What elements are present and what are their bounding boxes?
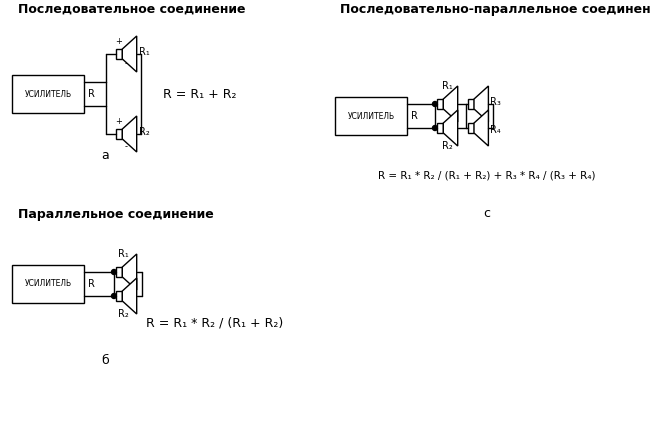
Bar	[116, 291, 122, 301]
Bar	[12, 265, 84, 303]
Text: R₁: R₁	[138, 47, 150, 57]
Text: +: +	[116, 117, 122, 126]
Text: R: R	[411, 111, 418, 121]
Polygon shape	[122, 116, 136, 152]
Circle shape	[112, 294, 116, 299]
Text: R: R	[88, 279, 95, 289]
Bar	[437, 123, 443, 133]
Text: УСИЛИТЕЛЬ: УСИЛИТЕЛЬ	[348, 112, 395, 121]
Text: -: -	[125, 142, 127, 151]
Text: R = R₁ * R₂ / (R₁ + R₂) + R₃ * R₄ / (R₃ + R₄): R = R₁ * R₂ / (R₁ + R₂) + R₃ * R₄ / (R₃ …	[378, 170, 596, 180]
Text: R = R₁ * R₂ / (R₁ + R₂): R = R₁ * R₂ / (R₁ + R₂)	[146, 316, 283, 330]
Bar	[116, 49, 122, 59]
Polygon shape	[122, 254, 136, 290]
Text: -: -	[125, 59, 127, 68]
Text: УСИЛИТЕЛЬ: УСИЛИТЕЛЬ	[25, 280, 72, 288]
Text: Параллельное соединение: Параллельное соединение	[18, 208, 214, 221]
Bar	[335, 97, 407, 135]
Polygon shape	[474, 110, 488, 146]
Text: Последовательное соединение: Последовательное соединение	[18, 3, 246, 16]
Bar	[116, 129, 122, 139]
Text: a: a	[101, 148, 109, 162]
Text: +: +	[116, 37, 122, 46]
Circle shape	[432, 102, 437, 107]
Text: c: c	[484, 206, 491, 220]
Text: R₂: R₂	[118, 309, 129, 319]
Text: R₁: R₁	[118, 249, 129, 259]
Text: R₃: R₃	[490, 97, 501, 107]
Polygon shape	[443, 110, 458, 146]
Text: R = R₁ + R₂: R = R₁ + R₂	[163, 88, 237, 101]
Polygon shape	[122, 278, 136, 314]
Polygon shape	[122, 36, 136, 72]
Circle shape	[112, 269, 116, 275]
Text: Последовательно-параллельное соединение: Последовательно-параллельное соединение	[340, 3, 650, 16]
Bar	[468, 123, 474, 133]
Bar	[12, 75, 84, 113]
Text: R₄: R₄	[490, 125, 501, 135]
Circle shape	[432, 126, 437, 131]
Text: R₂: R₂	[138, 127, 150, 137]
Text: R₂: R₂	[442, 141, 453, 151]
Text: R₁: R₁	[442, 81, 453, 91]
Bar	[437, 99, 443, 109]
Text: R: R	[88, 89, 95, 99]
Text: УСИЛИТЕЛЬ: УСИЛИТЕЛЬ	[25, 90, 72, 99]
Bar	[116, 267, 122, 277]
Text: б: б	[101, 354, 109, 368]
Polygon shape	[443, 86, 458, 122]
Bar	[468, 99, 474, 109]
Polygon shape	[474, 86, 488, 122]
